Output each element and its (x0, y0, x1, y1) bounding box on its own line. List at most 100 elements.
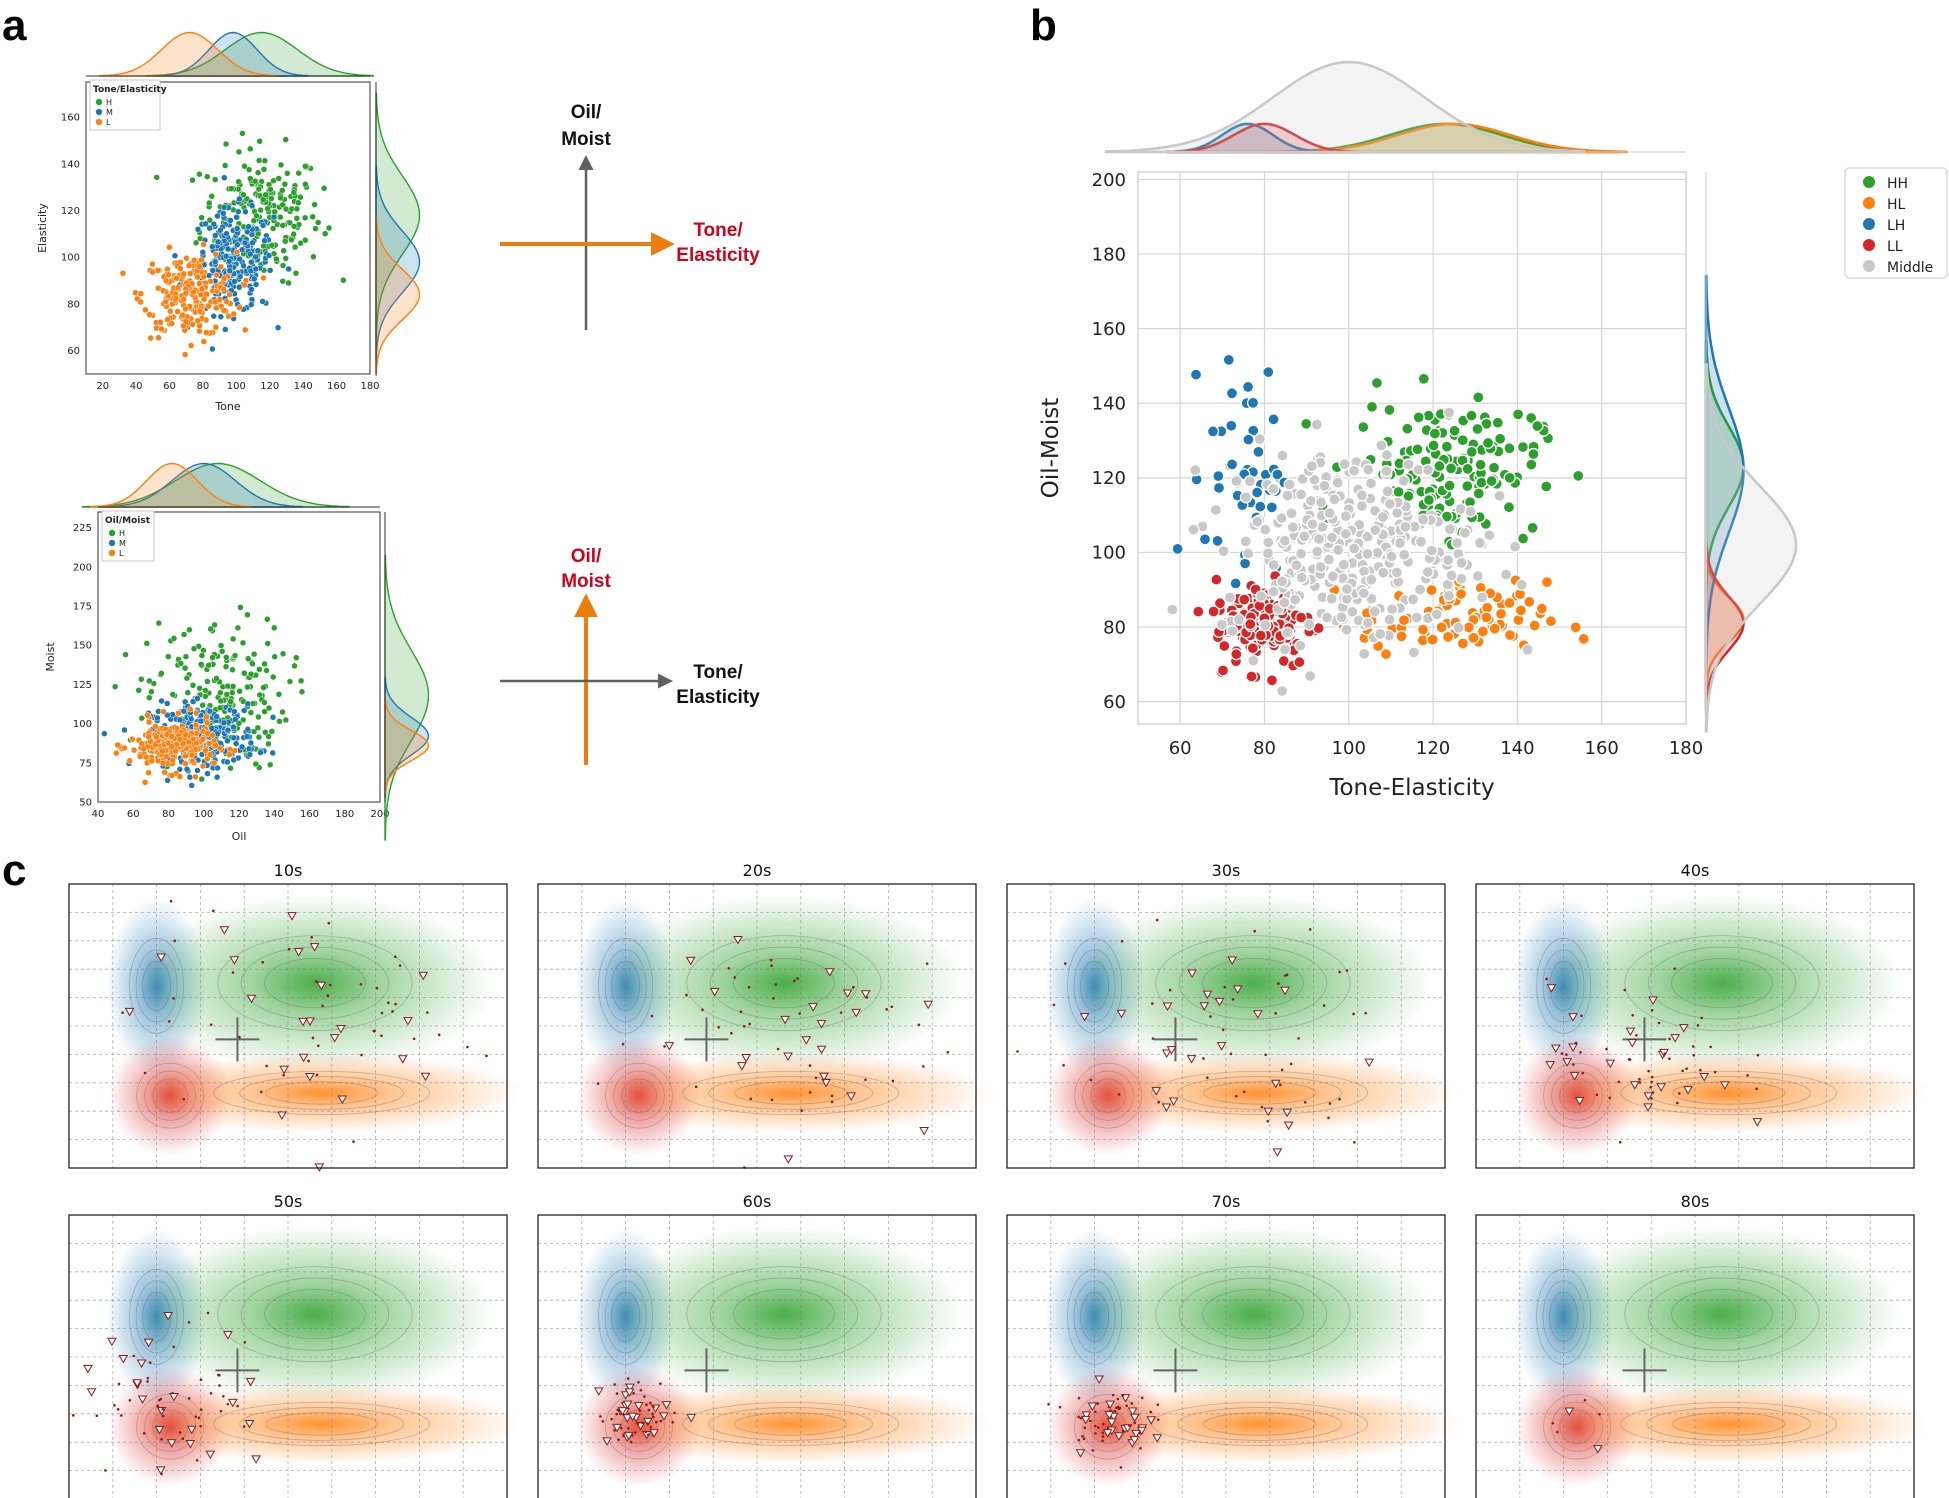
scatter-point-H (153, 174, 160, 181)
scatter-point-H (293, 215, 301, 222)
scatter-point-Middle (1337, 558, 1351, 571)
scatter-point-H (340, 277, 347, 284)
scatter-point-H (241, 162, 248, 170)
contour-line (1178, 1277, 1328, 1351)
scatter-point-L (187, 705, 194, 713)
trajectory-dot (307, 1059, 310, 1063)
scatter-point-M (204, 770, 211, 777)
scatter-point-H (231, 652, 239, 659)
scatter-point-HH (1422, 409, 1435, 422)
scatter-point-L (203, 713, 210, 721)
trajectory-marker (1166, 1046, 1177, 1055)
scatter-point-L (165, 271, 172, 279)
trajectory-dot (143, 1071, 147, 1075)
scatter-point-H (256, 666, 263, 673)
trajectory-marker (1102, 1429, 1113, 1438)
scatter-point-HH (1472, 487, 1485, 500)
scatter-point-Middle (1230, 474, 1243, 488)
scatter-point-H (198, 652, 206, 659)
x-tick-label: 140 (1500, 738, 1534, 759)
panel-label-b: b (1030, 1, 1057, 50)
y-tick-label: 80 (1103, 617, 1126, 638)
trajectory-marker (1094, 1375, 1105, 1385)
scatter-point-L (230, 310, 238, 318)
trajectory-dot (1352, 1012, 1355, 1016)
trajectory-dot (748, 1022, 751, 1026)
scatter-point-HH (1516, 440, 1530, 454)
trajectory-dot (287, 947, 291, 951)
trajectory-dot (1120, 939, 1124, 943)
x-tick-label: 180 (360, 381, 379, 392)
trajectory-marker (1568, 1043, 1578, 1053)
scatter-point-H (301, 214, 309, 222)
contour-line (1151, 1401, 1369, 1446)
scatter-point-Middle (1328, 493, 1341, 506)
scatter-point-L (185, 262, 193, 269)
contour-line (1202, 1289, 1304, 1340)
trajectory-dot (800, 1109, 803, 1112)
trajectory-dot (643, 1395, 646, 1398)
scatter-point-Middle (1276, 449, 1289, 462)
scatter-point-Middle (1326, 570, 1340, 583)
scatter-point-L (200, 338, 208, 345)
trajectory-dot (646, 1433, 650, 1437)
trajectory-marker (919, 1127, 929, 1136)
scatter-point-L (172, 747, 179, 755)
scatter-point-L (187, 342, 195, 349)
density-contour-HL (1528, 1052, 1929, 1133)
scatter-point-HL (1395, 630, 1408, 643)
legend-marker (95, 108, 103, 116)
scatter-point-L (213, 271, 220, 279)
scatter-point-H (202, 693, 209, 700)
scatter-point-L (174, 284, 182, 291)
legend-title: Oil/Moist (105, 516, 151, 526)
scatter-point-L (172, 295, 180, 302)
trajectory-dot (655, 1420, 658, 1424)
scatter-point-HH (1475, 476, 1488, 489)
trajectory-marker (229, 956, 240, 965)
scatter-point-H (320, 185, 328, 192)
scatter-point-LH (1222, 353, 1235, 367)
scatter-point-LL (1192, 605, 1205, 618)
scatter-point-L (176, 773, 184, 780)
scatter-point-L (241, 281, 248, 289)
x-tick-label: 80 (197, 381, 210, 392)
scatter-point-H (158, 670, 165, 677)
trajectory-dot (199, 1408, 203, 1411)
trajectory-marker (801, 1036, 812, 1045)
y-tick-label: 140 (61, 159, 80, 170)
trajectory-dot (1157, 1100, 1161, 1104)
trajectory-marker (659, 1412, 669, 1421)
trajectory-marker (1127, 1407, 1138, 1417)
scatter-point-M (230, 734, 238, 742)
trajectory-dot (1551, 1421, 1555, 1425)
scatter-point-H (312, 225, 319, 232)
scatter-point-HL (1544, 615, 1558, 628)
scatter-point-H (314, 219, 322, 226)
scatter-point-H (265, 733, 272, 740)
scatter-point-HL (1476, 625, 1490, 638)
scatter-point-M (209, 345, 216, 353)
trajectory-marker (851, 1008, 862, 1018)
contour-line (1203, 1081, 1317, 1105)
trajectory-dot (1545, 977, 1548, 981)
trajectory-marker (1627, 1039, 1638, 1048)
scatter-point-H (261, 157, 269, 164)
contour-line (239, 1407, 405, 1441)
scatter-point-L (212, 323, 220, 331)
scatter-point-L (220, 307, 228, 314)
trajectory-dot (701, 1008, 704, 1012)
trajectory-marker (1146, 1416, 1157, 1425)
scatter-point-L (196, 327, 203, 335)
scatter-point-Middle (1325, 531, 1339, 544)
trajectory-dot (243, 1340, 247, 1344)
arrow-diagram-top: Oil/ Moist Tone/ Elasticity (500, 102, 760, 330)
scatter-point-L (166, 244, 173, 251)
scatter-point-H (239, 639, 247, 647)
trajectory-dot (1111, 1393, 1115, 1397)
scatter-point-Middle (1425, 544, 1439, 557)
scatter-point-M (259, 222, 267, 229)
trajectory-dot (172, 997, 175, 1000)
scatter-point-H (138, 714, 146, 722)
scatter-point-L (164, 265, 171, 273)
